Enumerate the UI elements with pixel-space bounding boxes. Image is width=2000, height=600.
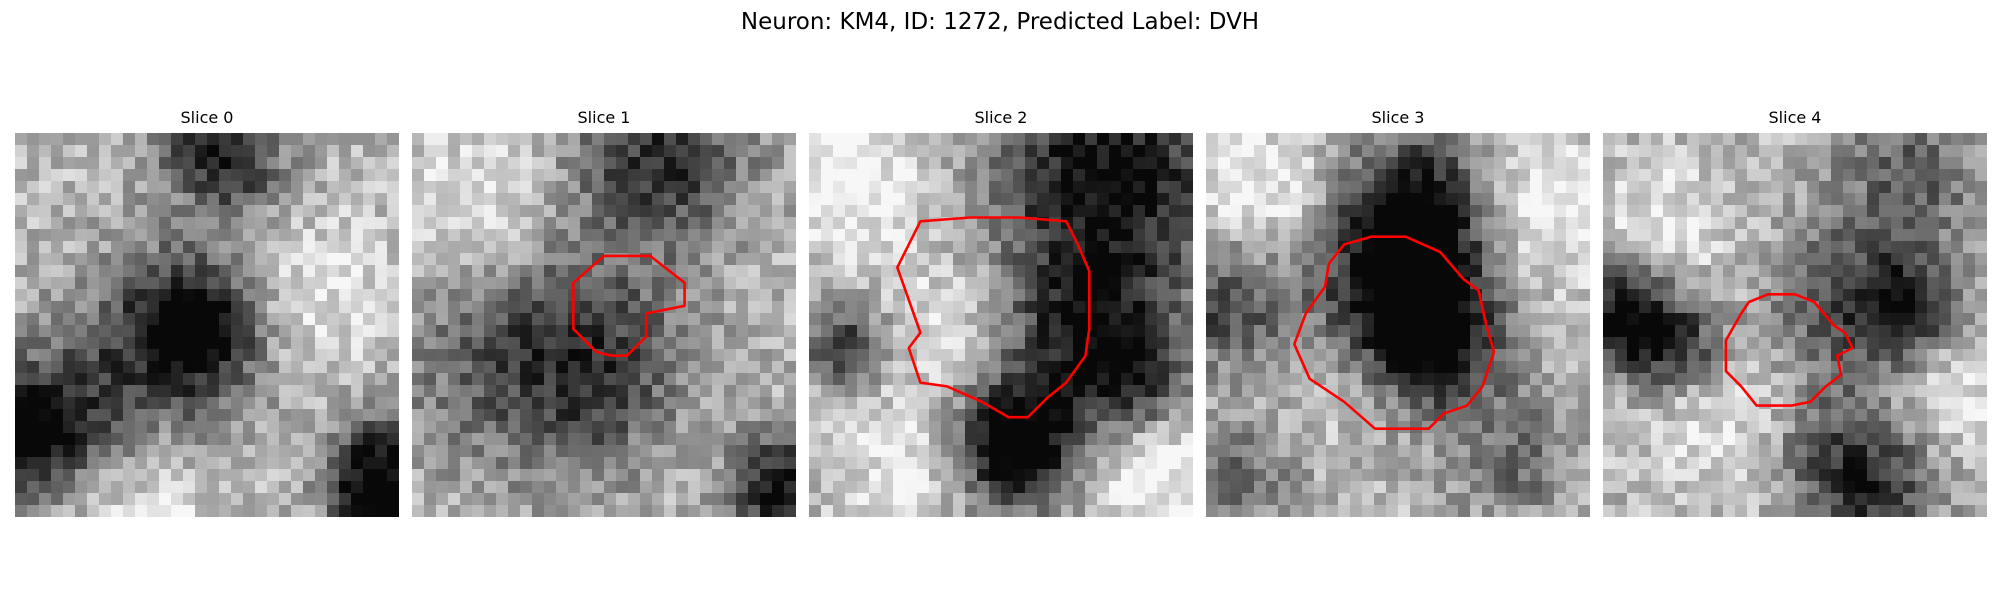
slice-title: Slice 2 — [974, 108, 1028, 127]
slice-title: Slice 0 — [180, 108, 234, 127]
pixel-grid — [809, 133, 1193, 517]
pixel-grid — [1206, 133, 1590, 517]
slice-title: Slice 4 — [1768, 108, 1822, 127]
slice-image — [1206, 133, 1590, 517]
slice-panel-1: Slice 1 — [412, 107, 796, 517]
slice-panel-2: Slice 2 — [809, 107, 1193, 517]
slice-panel-4: Slice 4 — [1603, 107, 1987, 517]
slice-image — [809, 133, 1193, 517]
figure-title: Neuron: KM4, ID: 1272, Predicted Label: … — [740, 9, 1260, 35]
slice-panel-3: Slice 3 — [1206, 107, 1590, 517]
slice-title: Slice 3 — [1371, 108, 1425, 127]
slice-title: Slice 1 — [577, 108, 631, 127]
slice-panel-0: Slice 0 — [15, 107, 399, 517]
pixel-grid — [412, 133, 796, 517]
slice-image — [15, 133, 399, 517]
neuron-contour — [1293, 235, 1496, 431]
neuron-contour — [896, 216, 1091, 419]
slice-image — [412, 133, 796, 517]
slice-image — [1603, 133, 1987, 517]
pixel-grid — [15, 133, 399, 517]
neuron-contour — [572, 254, 686, 357]
neuron-contour — [1724, 293, 1854, 407]
pixel-grid — [1603, 133, 1987, 517]
